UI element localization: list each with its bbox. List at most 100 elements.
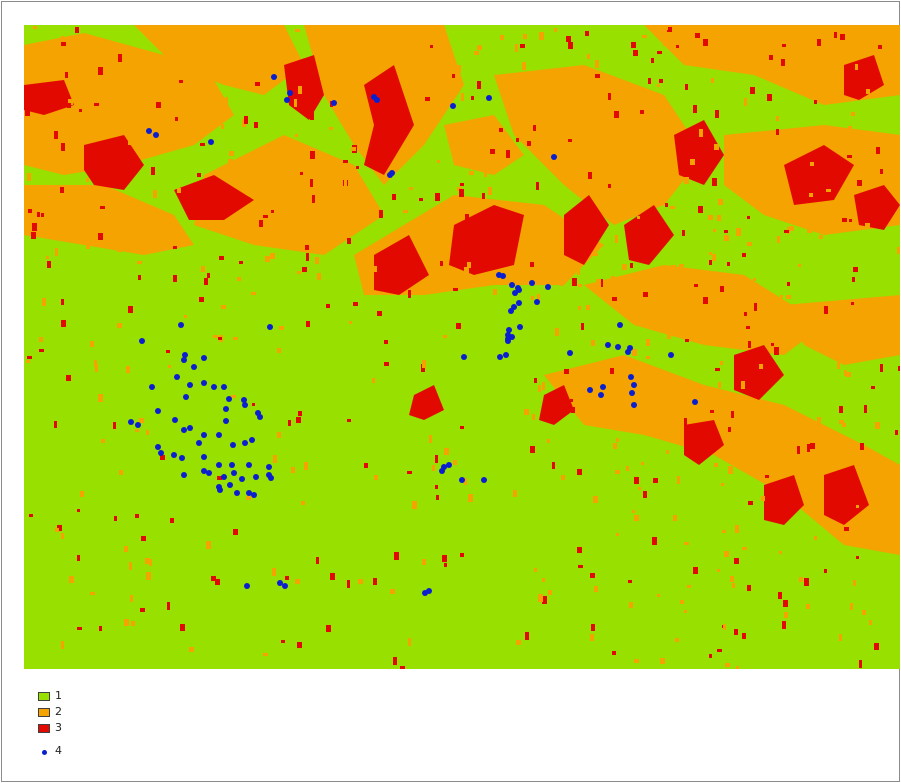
point-marker[interactable] [221,384,227,390]
point-marker[interactable] [598,392,604,398]
point-marker[interactable] [267,324,273,330]
point-marker[interactable] [617,322,623,328]
point-marker[interactable] [211,384,217,390]
point-marker[interactable] [284,97,290,103]
point-marker[interactable] [155,408,161,414]
point-marker[interactable] [242,440,248,446]
point-marker[interactable] [486,95,492,101]
point-marker[interactable] [277,580,283,586]
point-marker[interactable] [516,300,522,306]
point-marker[interactable] [441,464,447,470]
point-marker[interactable] [600,384,606,390]
point-marker[interactable] [459,477,465,483]
point-marker[interactable] [196,440,202,446]
point-marker[interactable] [257,414,263,420]
point-marker[interactable] [153,132,159,138]
point-marker[interactable] [174,374,180,380]
point-marker[interactable] [229,462,235,468]
point-marker[interactable] [149,384,155,390]
point-marker[interactable] [374,97,380,103]
point-marker[interactable] [158,450,164,456]
point-marker[interactable] [266,464,272,470]
point-marker[interactable] [268,475,274,481]
point-marker[interactable] [509,282,515,288]
point-marker[interactable] [208,139,214,145]
point-marker[interactable] [201,432,207,438]
point-marker[interactable] [187,382,193,388]
point-marker[interactable] [282,583,288,589]
point-marker[interactable] [605,342,611,348]
point-marker[interactable] [227,482,233,488]
point-marker[interactable] [242,402,248,408]
point-marker[interactable] [253,474,259,480]
point-marker[interactable] [244,583,250,589]
point-marker[interactable] [426,588,432,594]
point-marker[interactable] [331,100,337,106]
point-marker[interactable] [668,352,674,358]
point-marker[interactable] [155,444,161,450]
point-marker[interactable] [450,103,456,109]
point-marker[interactable] [181,472,187,478]
point-marker[interactable] [481,477,487,483]
point-marker[interactable] [201,380,207,386]
point-marker[interactable] [446,462,452,468]
point-marker[interactable] [172,417,178,423]
point-marker[interactable] [223,406,229,412]
point-marker[interactable] [178,322,184,328]
point-marker[interactable] [241,397,247,403]
point-marker[interactable] [587,387,593,393]
point-marker[interactable] [171,452,177,458]
point-marker[interactable] [461,354,467,360]
point-marker[interactable] [181,357,187,363]
point-marker[interactable] [201,355,207,361]
point-marker[interactable] [246,490,252,496]
point-marker[interactable] [503,352,509,358]
point-marker[interactable] [497,354,503,360]
point-marker[interactable] [181,427,187,433]
point-marker[interactable] [226,396,232,402]
point-marker[interactable] [201,468,207,474]
point-marker[interactable] [389,170,395,176]
point-marker[interactable] [529,280,535,286]
point-marker[interactable] [506,327,512,333]
point-marker[interactable] [139,338,145,344]
point-marker[interactable] [287,90,293,96]
point-marker[interactable] [512,290,518,296]
point-marker[interactable] [692,399,698,405]
point-marker[interactable] [251,492,257,498]
point-marker[interactable] [201,454,207,460]
classified-raster-map[interactable] [24,25,900,669]
point-marker[interactable] [545,284,551,290]
point-marker[interactable] [615,344,621,350]
point-marker[interactable] [508,308,514,314]
point-marker[interactable] [135,422,141,428]
point-marker[interactable] [628,374,634,380]
point-marker[interactable] [505,336,511,342]
point-marker[interactable] [216,462,222,468]
point-marker[interactable] [627,345,633,351]
point-marker[interactable] [246,462,252,468]
point-marker[interactable] [631,402,637,408]
point-marker[interactable] [191,364,197,370]
point-marker[interactable] [183,394,189,400]
point-marker[interactable] [231,470,237,476]
point-marker[interactable] [567,350,573,356]
point-marker[interactable] [217,487,223,493]
point-marker[interactable] [206,470,212,476]
point-marker[interactable] [271,74,277,80]
point-marker[interactable] [239,476,245,482]
point-marker[interactable] [551,154,557,160]
point-marker[interactable] [182,352,188,358]
point-marker[interactable] [146,128,152,134]
point-marker[interactable] [223,418,229,424]
point-marker[interactable] [629,390,635,396]
point-marker[interactable] [221,474,227,480]
point-marker[interactable] [500,273,506,279]
point-marker[interactable] [216,432,222,438]
point-marker[interactable] [517,324,523,330]
point-marker[interactable] [128,419,134,425]
point-marker[interactable] [179,455,185,461]
point-marker[interactable] [230,442,236,448]
point-marker[interactable] [631,382,637,388]
point-marker[interactable] [534,299,540,305]
